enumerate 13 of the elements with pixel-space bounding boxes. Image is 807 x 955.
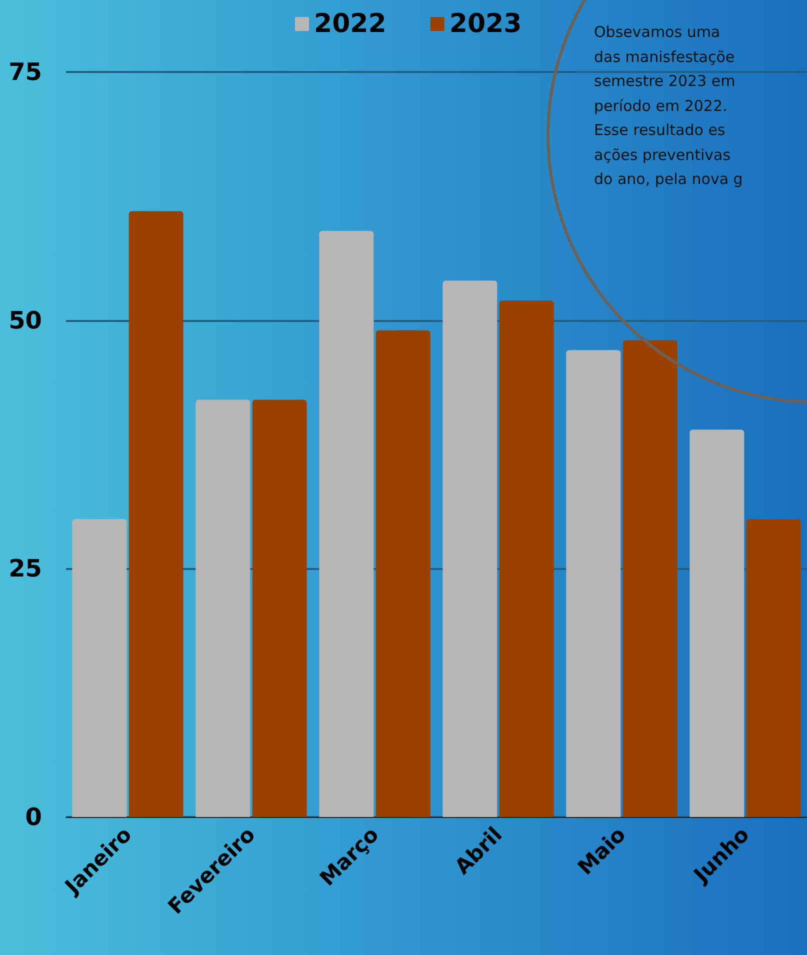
y-tick-label: 50: [8, 306, 42, 334]
annotation: do ano, pela nova g: [594, 169, 743, 190]
annotation: período em 2022.: [594, 96, 728, 116]
text: Obsevamos uma: [594, 22, 722, 43]
annotation: ações preventivas: [594, 144, 732, 166]
text: das manisfestaçõe: [594, 46, 736, 68]
y-tick-label: 75: [8, 58, 42, 86]
y-tick-label: 25: [8, 554, 42, 583]
annotation: semestre 2023 em: [594, 71, 736, 92]
annotation: Esse resultado es: [594, 120, 726, 141]
legend-label: 2022: [314, 9, 386, 39]
y-tick-label: 0: [25, 803, 42, 831]
legend-label: 2023: [449, 9, 522, 39]
